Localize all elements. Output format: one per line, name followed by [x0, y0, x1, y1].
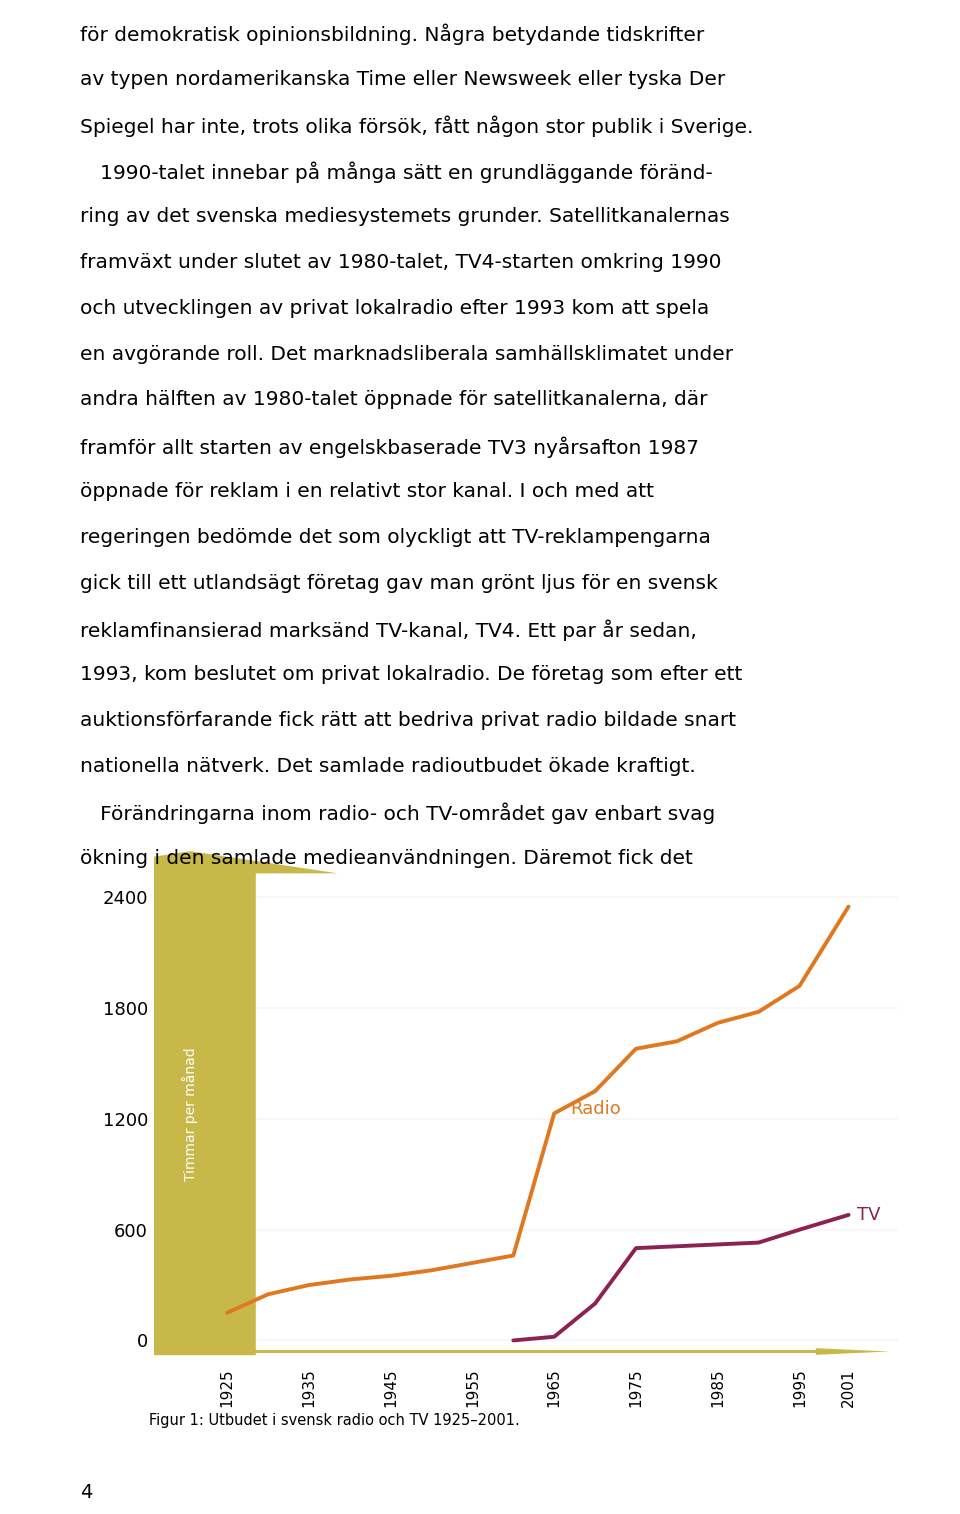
Text: auktionsförfarande fick rätt att bedriva privat radio bildade snart: auktionsförfarande fick rätt att bedriva…	[80, 712, 735, 730]
Text: framför allt starten av engelskbaserade TV3 nyårsafton 1987: framför allt starten av engelskbaserade …	[80, 436, 699, 457]
Text: TV: TV	[856, 1205, 880, 1223]
Text: 199​0-talet innebar på många sätt en grundläggande föränd-: 199​0-talet innebar på många sätt en gru…	[80, 162, 712, 183]
Text: och utvecklingen av privat lokalradio efter 1993 kom att spela: och utvecklingen av privat lokalradio ef…	[80, 298, 708, 318]
Text: Spiegel har inte, trots olika försök, fått någon stor publik i Sverige.: Spiegel har inte, trots olika försök, få…	[80, 115, 753, 136]
Text: gick till ett utlandsägt företag gav man grönt ljus för en svensk: gick till ett utlandsägt företag gav man…	[80, 574, 717, 592]
Text: en avgörande roll. Det marknadsliberala samhällsklimatet under: en avgörande roll. Det marknadsliberala …	[80, 345, 732, 363]
Text: regeringen bedömde det som olyckligt att TV-reklampengarna: regeringen bedömde det som olyckligt att…	[80, 528, 710, 547]
Text: framväxt under slutet av 1980-talet, TV4-starten omkring 1990: framväxt under slutet av 1980-talet, TV4…	[80, 253, 721, 273]
Text: Figur 1: Utbudet i svensk radio och TV 1925–2001.: Figur 1: Utbudet i svensk radio och TV 1…	[149, 1413, 519, 1428]
Text: ring av det svenska mediesystemets grunder. Satellitkanalernas: ring av det svenska mediesystemets grund…	[80, 207, 730, 226]
Polygon shape	[43, 851, 338, 1355]
Text: andra hälften av 1980-talet öppnade för satellitkanalerna, där: andra hälften av 1980-talet öppnade för …	[80, 391, 708, 409]
Text: för demokratisk opinionsbildning. Några betydande tidskrifter: för demokratisk opinionsbildning. Några …	[80, 24, 704, 45]
Text: ökning i den samlade medieanvändningen. Däremot fick det: ökning i den samlade medieanvändningen. …	[80, 848, 692, 868]
Text: 4: 4	[80, 1482, 92, 1502]
Text: Förändringarna inom radio- och TV-området gav enbart svag: Förändringarna inom radio- och TV-område…	[80, 802, 715, 824]
Text: nationella nätverk. Det samlade radioutbudet ökade kraftigt.: nationella nätverk. Det samlade radioutb…	[80, 757, 695, 777]
Text: 1993, kom beslutet om privat lokalradio. De företag som efter ett: 1993, kom beslutet om privat lokalradio.…	[80, 665, 742, 684]
Text: reklamfinansierad marksänd TV-kanal, TV4. Ett par år sedan,: reklamfinansierad marksänd TV-kanal, TV4…	[80, 619, 697, 640]
Text: av typen nordamerikanska Time eller Newsweek eller tyska Der: av typen nordamerikanska Time eller News…	[80, 70, 725, 89]
Text: Radio: Radio	[570, 1099, 621, 1117]
Text: Timmar per månad: Timmar per månad	[182, 1048, 199, 1181]
Polygon shape	[190, 1347, 889, 1355]
Text: öppnade för reklam i en relativt stor kanal. I och med att: öppnade för reklam i en relativt stor ka…	[80, 481, 654, 501]
